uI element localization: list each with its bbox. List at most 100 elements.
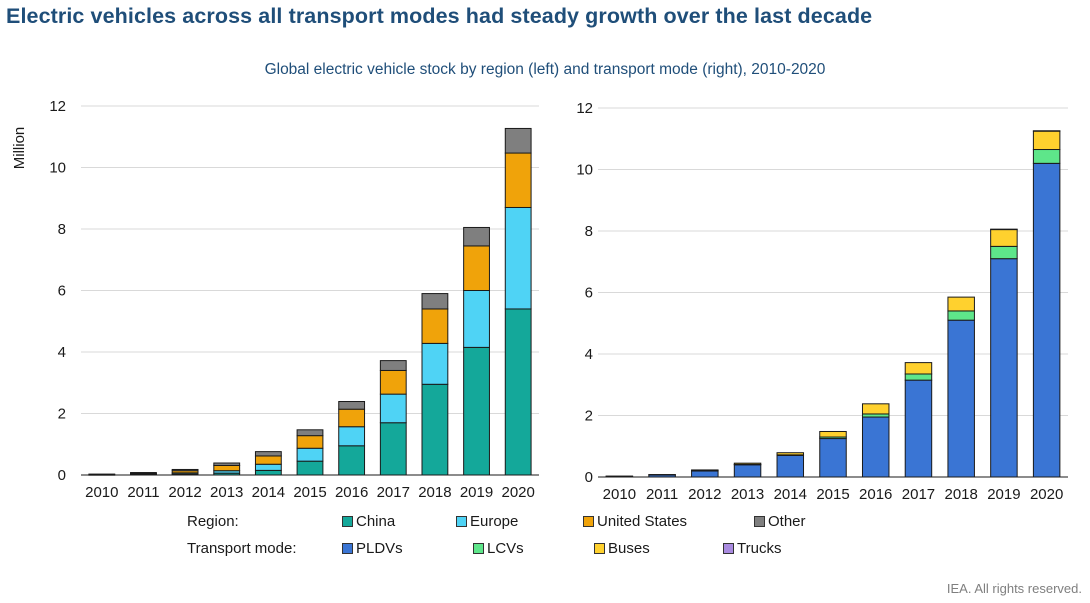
bar-segment-pldvs-2020: [1032, 162, 1061, 478]
bar-segment-buses-2012: [691, 469, 719, 472]
legend-swatch-united-states: [583, 516, 594, 527]
bar-segment-other-2013: [213, 462, 241, 466]
bar-segment-europe-2015: [296, 447, 324, 462]
x-tick-label: 2017: [902, 486, 935, 503]
x-tick-label: 2017: [377, 484, 410, 501]
bar-segment-other-2015: [296, 429, 324, 437]
transport-mode-stock-chart: 0 2 4 6 8 10 12 2010 2011 2012 2013 2014 2015 2016 201…: [576, 100, 1068, 503]
bar-segment-buses-2011: [648, 474, 676, 476]
bar-segment-other-2016: [338, 401, 366, 410]
legend-item-europe: Europe: [456, 513, 518, 530]
bar-segment-pldvs-2013: [733, 464, 762, 478]
bar-segment-europe-2016: [338, 426, 366, 447]
bar-segment-united-states-2020: [504, 152, 532, 208]
legend-label-united-states: United States: [597, 513, 688, 530]
x-tick-label: 2013: [210, 484, 243, 501]
legend-label-buses: Buses: [608, 540, 650, 557]
bar-segment-buses-2016: [861, 403, 890, 415]
legend-swatch-lcvs: [473, 543, 484, 554]
x-tick-label: 2011: [646, 486, 678, 503]
legend-label-trucks: Trucks: [737, 540, 782, 557]
bar-segment-europe-2020: [504, 206, 532, 310]
bar-segment-lcvs-2019: [990, 245, 1018, 260]
bar-segment-united-states-2016: [338, 408, 366, 428]
legend-item-united-states: United States: [583, 513, 687, 530]
bar-segment-united-states-2017: [379, 369, 407, 395]
bar-segment-buses-2015: [819, 430, 847, 438]
x-tick-label: 2015: [816, 486, 849, 503]
y-tick-label: 8: [585, 223, 593, 240]
x-tick-label: 2015: [293, 484, 326, 501]
bar-segment-buses-2013: [733, 462, 762, 465]
x-tick-label: 2014: [774, 486, 807, 503]
legend-swatch-china: [342, 516, 353, 527]
bar-segment-europe-2018: [421, 342, 449, 385]
bar-segment-pldvs-2019: [990, 258, 1018, 478]
bar-segment-pldvs-2018: [947, 319, 975, 478]
bar-segment-buses-2014: [776, 452, 805, 456]
bar-segment-pldvs-2015: [819, 438, 847, 478]
bar-segment-buses-2018: [947, 296, 975, 312]
x-tick-label: 2020: [501, 484, 534, 501]
bar-segment-other-2017: [379, 360, 407, 371]
legend-item-pldvs: PLDVs: [342, 540, 403, 557]
bar-segment-other-2014: [254, 451, 282, 457]
legend-label-other: Other: [768, 513, 806, 530]
legend-swatch-other: [754, 516, 765, 527]
bar-segment-china-2017: [379, 422, 407, 476]
bar-segment-other-2011: [130, 472, 157, 474]
bar-segment-united-states-2014: [254, 455, 282, 465]
legend-item-china: China: [342, 513, 395, 530]
bar-segment-china-2019: [463, 346, 490, 476]
legend-item-buses: Buses: [594, 540, 650, 557]
x-tick-label: 2010: [603, 486, 636, 503]
y-tick-label: 4: [585, 346, 593, 363]
bar-segment-pldvs-2016: [861, 416, 890, 478]
bar-segment-buses-2017: [904, 362, 933, 375]
bar-segment-lcvs-2017: [904, 373, 933, 381]
bar-segment-lcvs-2018: [947, 310, 975, 321]
y-tick-label: 12: [49, 98, 66, 115]
y-tick-label: 2: [58, 406, 66, 423]
y-tick-label: 2: [585, 408, 593, 425]
bar-segment-buses-2020: [1032, 130, 1061, 151]
bar-segment-europe-2014: [254, 463, 282, 471]
bar-segment-pldvs-2014: [776, 454, 805, 478]
bar-segment-europe-2019: [463, 290, 490, 348]
bar-segment-lcvs-2020: [1032, 149, 1061, 164]
x-tick-label: 2020: [1030, 486, 1063, 503]
legend-label-europe: Europe: [470, 513, 519, 530]
y-tick-label: 0: [585, 469, 593, 486]
y-tick-label: 12: [576, 100, 593, 117]
x-tick-label: 2019: [460, 484, 493, 501]
y-tick-label: 6: [58, 283, 66, 300]
bar-segment-china-2016: [338, 445, 366, 476]
legend-swatch-buses: [594, 543, 605, 554]
bar-segment-other-2012: [171, 468, 199, 472]
bar-segment-united-states-2019: [463, 245, 490, 292]
bar-segment-pldvs-2017: [904, 379, 933, 478]
legend-swatch-trucks: [723, 543, 734, 554]
x-tick-label: 2013: [731, 486, 764, 503]
bar-segment-buses-2019: [990, 228, 1018, 247]
legend-item-lcvs: LCVs: [473, 540, 524, 557]
legend-swatch-pldvs: [342, 543, 353, 554]
x-tick-label: 2016: [335, 484, 368, 501]
bar-segment-other-2020: [504, 127, 532, 154]
bar-segment-china-2018: [421, 383, 449, 476]
legend-item-other: Other: [754, 513, 806, 530]
chart-title: Electric vehicles across all transport m…: [6, 4, 873, 28]
legend-region-label: Region:: [187, 513, 239, 530]
x-tick-label: 2019: [987, 486, 1020, 503]
y-tick-label: 10: [49, 160, 66, 177]
legend-swatch-europe: [456, 516, 467, 527]
y-tick-label: 4: [58, 344, 66, 361]
y-tick-label: 10: [576, 162, 593, 179]
bar-segment-other-2019: [463, 226, 490, 247]
x-tick-label: 2014: [252, 484, 285, 501]
y-tick-label: 8: [58, 221, 66, 238]
x-tick-label: 2018: [418, 484, 451, 501]
y-tick-label: 0: [58, 467, 66, 484]
legend-label-china: China: [356, 513, 396, 530]
x-tick-label: 2016: [859, 486, 892, 503]
